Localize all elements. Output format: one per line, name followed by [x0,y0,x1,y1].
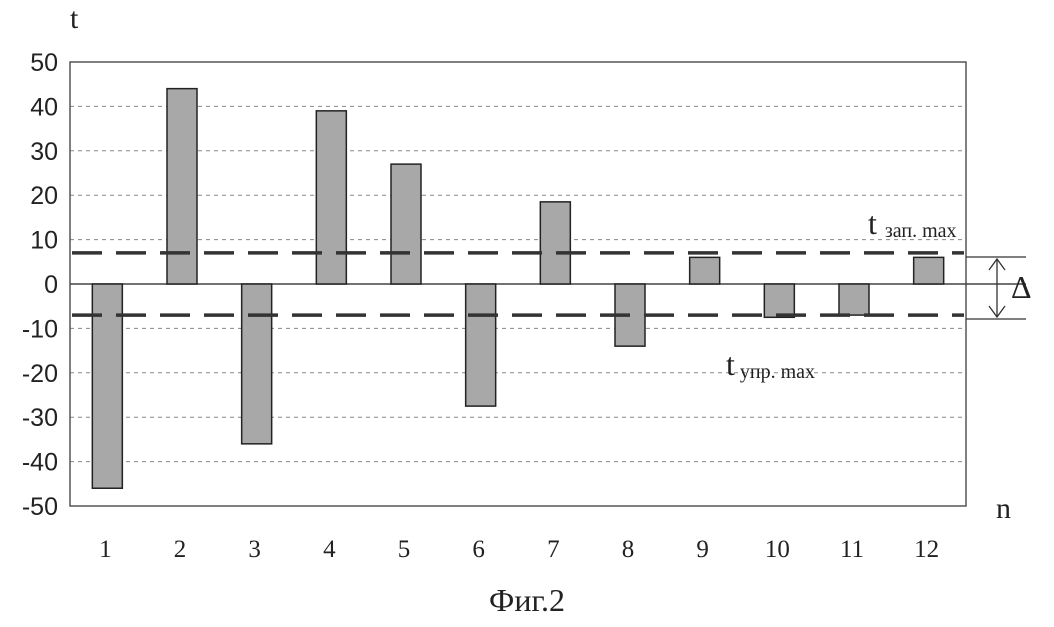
lower-threshold-label: t упр. max [726,346,815,383]
bar [391,164,421,284]
bar [690,257,720,284]
x-tick-label: 6 [472,536,485,563]
y-tick-label: 10 [30,227,58,255]
x-tick-label: 5 [398,536,411,563]
bar [316,111,346,284]
bar [167,89,197,284]
x-tick-label: 11 [840,536,864,563]
bar [540,202,570,284]
x-tick-label: 4 [323,536,336,563]
x-tick-labels: 123456789101112 [99,536,939,563]
bar [914,257,944,284]
upper-threshold-subscript: зап. max [885,220,957,242]
y-tick-label: -20 [22,360,58,388]
y-tick-label: -40 [22,449,58,477]
x-tick-label: 12 [914,536,939,563]
x-tick-label: 3 [248,536,261,563]
delta-label: Δ [1011,269,1032,305]
x-tick-label: 1 [99,536,112,563]
lower-threshold-symbol: t [726,346,735,382]
upper-threshold-label: t зап. max [868,205,957,242]
y-tick-label: 40 [30,93,58,121]
x-tick-label: 9 [696,536,709,563]
bars [92,89,943,489]
y-tick-label: -50 [22,493,58,521]
y-tick-label: -10 [22,315,58,343]
x-tick-label: 7 [547,536,560,563]
y-tick-label: 30 [30,138,58,166]
y-tick-label: 0 [44,271,58,299]
y-tick-label: -30 [22,404,58,432]
y-axis-label: t [70,2,79,35]
y-tick-label: 50 [30,49,58,77]
x-tick-label: 10 [765,536,790,563]
y-tick-labels: 50 40 30 20 10 0 -10 -20 -30 -40 -50 [22,49,58,521]
y-tick-label: 20 [30,182,58,210]
bar [839,284,869,315]
x-tick-label: 2 [174,536,187,563]
lower-threshold-subscript: упр. max [740,361,815,383]
x-axis-label: n [996,492,1011,525]
bar [466,284,496,406]
figure-caption: Фиг.2 [0,582,1054,619]
bar [242,284,272,444]
upper-threshold-symbol: t [868,205,877,241]
x-tick-label: 8 [622,536,635,563]
bar [764,284,794,317]
delta-marker: Δ [966,257,1032,319]
